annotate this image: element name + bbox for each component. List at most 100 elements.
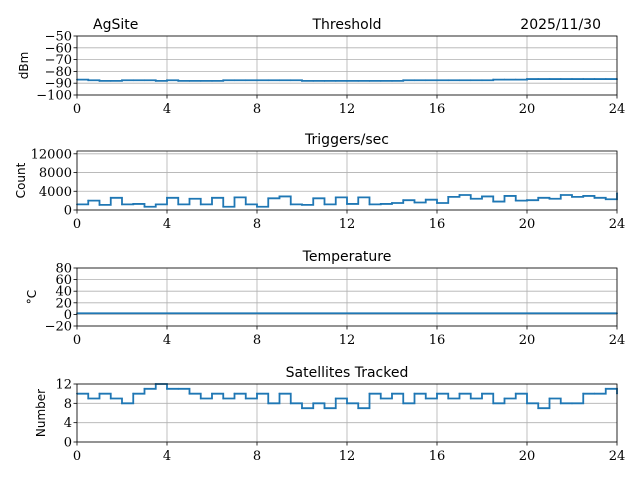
x-tick-label: 8 xyxy=(253,217,261,232)
x-tick-label: 16 xyxy=(429,217,446,232)
y-tick-label: 4000 xyxy=(39,185,72,200)
data-point xyxy=(98,203,101,206)
subplot-2: 0 4 8 12 16 20 24 0 4000 8000 12000 Triggers/sec Cou… xyxy=(14,132,625,232)
data-point xyxy=(514,199,517,202)
data-point xyxy=(604,78,607,80)
data-point xyxy=(222,397,225,400)
data-point xyxy=(177,79,180,82)
data-point xyxy=(312,402,315,405)
data-point xyxy=(211,79,213,82)
data-point xyxy=(402,402,405,405)
y-tick-label: −80 xyxy=(45,65,72,80)
data-point xyxy=(424,79,427,82)
data-point xyxy=(301,203,303,206)
x-tick-label: 16 xyxy=(429,333,446,348)
y-tick-label: 8 xyxy=(64,397,72,412)
x-tick-label: 8 xyxy=(253,333,261,348)
x-tick-label: 20 xyxy=(519,449,536,464)
data-point xyxy=(121,79,123,82)
y-tick-label: −90 xyxy=(45,77,72,92)
x-tick-label: 8 xyxy=(253,449,261,464)
data-point xyxy=(379,79,382,82)
x-tick-label: 20 xyxy=(519,102,536,117)
data-point xyxy=(166,79,168,82)
data-point xyxy=(526,78,528,80)
data-point xyxy=(391,392,393,395)
x-tick-label: 24 xyxy=(609,217,626,232)
data-point xyxy=(278,195,281,198)
data-point xyxy=(582,78,585,80)
data-point xyxy=(199,79,202,82)
data-point xyxy=(436,79,438,82)
data-point xyxy=(143,387,146,390)
y-axis-label: Count xyxy=(14,162,28,198)
x-tick-label: 4 xyxy=(163,333,171,348)
y-tick-label: 80 xyxy=(55,262,72,277)
x-tick-label: 24 xyxy=(609,333,626,348)
data-point xyxy=(166,387,168,390)
y-tick-label: −70 xyxy=(45,53,72,68)
data-point xyxy=(537,407,540,410)
data-point xyxy=(391,202,393,204)
y-axis-label: Number xyxy=(34,389,48,437)
y-tick-label: 20 xyxy=(55,296,72,311)
data-point xyxy=(132,392,135,395)
data-point xyxy=(402,199,405,202)
x-tick-label: 8 xyxy=(253,102,261,117)
x-tick-label: 24 xyxy=(609,449,626,464)
x-tick-label: 0 xyxy=(73,102,81,117)
data-point xyxy=(526,402,528,405)
data-point xyxy=(334,397,337,400)
data-point xyxy=(481,195,483,198)
data-point xyxy=(548,397,551,400)
x-tick-label: 12 xyxy=(339,333,356,348)
data-point xyxy=(503,195,506,197)
data-point xyxy=(368,392,371,395)
y-tick-label: 0 xyxy=(64,436,72,451)
data-point xyxy=(469,79,472,82)
data-point xyxy=(188,197,191,200)
x-tick-label: 0 xyxy=(73,217,81,232)
data-point xyxy=(548,197,551,200)
data-point xyxy=(447,397,450,400)
y-tick-label: 4 xyxy=(64,416,72,431)
data-point xyxy=(233,79,236,82)
data-point xyxy=(244,79,247,82)
data-point xyxy=(481,392,483,395)
y-axis-label: °C xyxy=(25,290,39,304)
data-point xyxy=(211,392,213,395)
data-point xyxy=(379,203,382,205)
subplot-1: 0 4 8 12 16 20 24 −100−90−80−70−60−50 Threshold A… xyxy=(17,17,625,117)
data-point xyxy=(559,78,562,80)
data-point xyxy=(368,79,371,82)
series-line xyxy=(77,78,617,82)
data-point xyxy=(514,78,517,81)
x-tick-label: 24 xyxy=(609,102,626,117)
data-point xyxy=(109,196,112,199)
data-point xyxy=(267,402,270,405)
x-tick-label: 0 xyxy=(73,449,81,464)
data-point xyxy=(143,205,146,208)
data-point xyxy=(593,78,596,80)
data-point xyxy=(244,203,247,206)
data-point xyxy=(436,202,438,204)
y-tick-label: −20 xyxy=(45,320,72,335)
data-point xyxy=(98,392,101,395)
y-tick-label: 0 xyxy=(64,308,72,323)
data-point xyxy=(256,79,258,82)
data-point xyxy=(604,198,607,201)
data-point xyxy=(346,79,348,82)
data-point xyxy=(166,196,168,199)
axes-frame xyxy=(76,383,618,443)
chart-title: Satellites Tracked xyxy=(286,365,409,381)
x-tick-label: 20 xyxy=(519,333,536,348)
data-point xyxy=(582,392,585,395)
data-point xyxy=(121,203,123,206)
axes-frame xyxy=(76,150,618,211)
data-point xyxy=(582,195,585,197)
data-point xyxy=(593,392,596,395)
x-tick-label: 0 xyxy=(73,333,81,348)
y-tick-label: 40 xyxy=(55,285,72,300)
data-point xyxy=(447,79,450,82)
